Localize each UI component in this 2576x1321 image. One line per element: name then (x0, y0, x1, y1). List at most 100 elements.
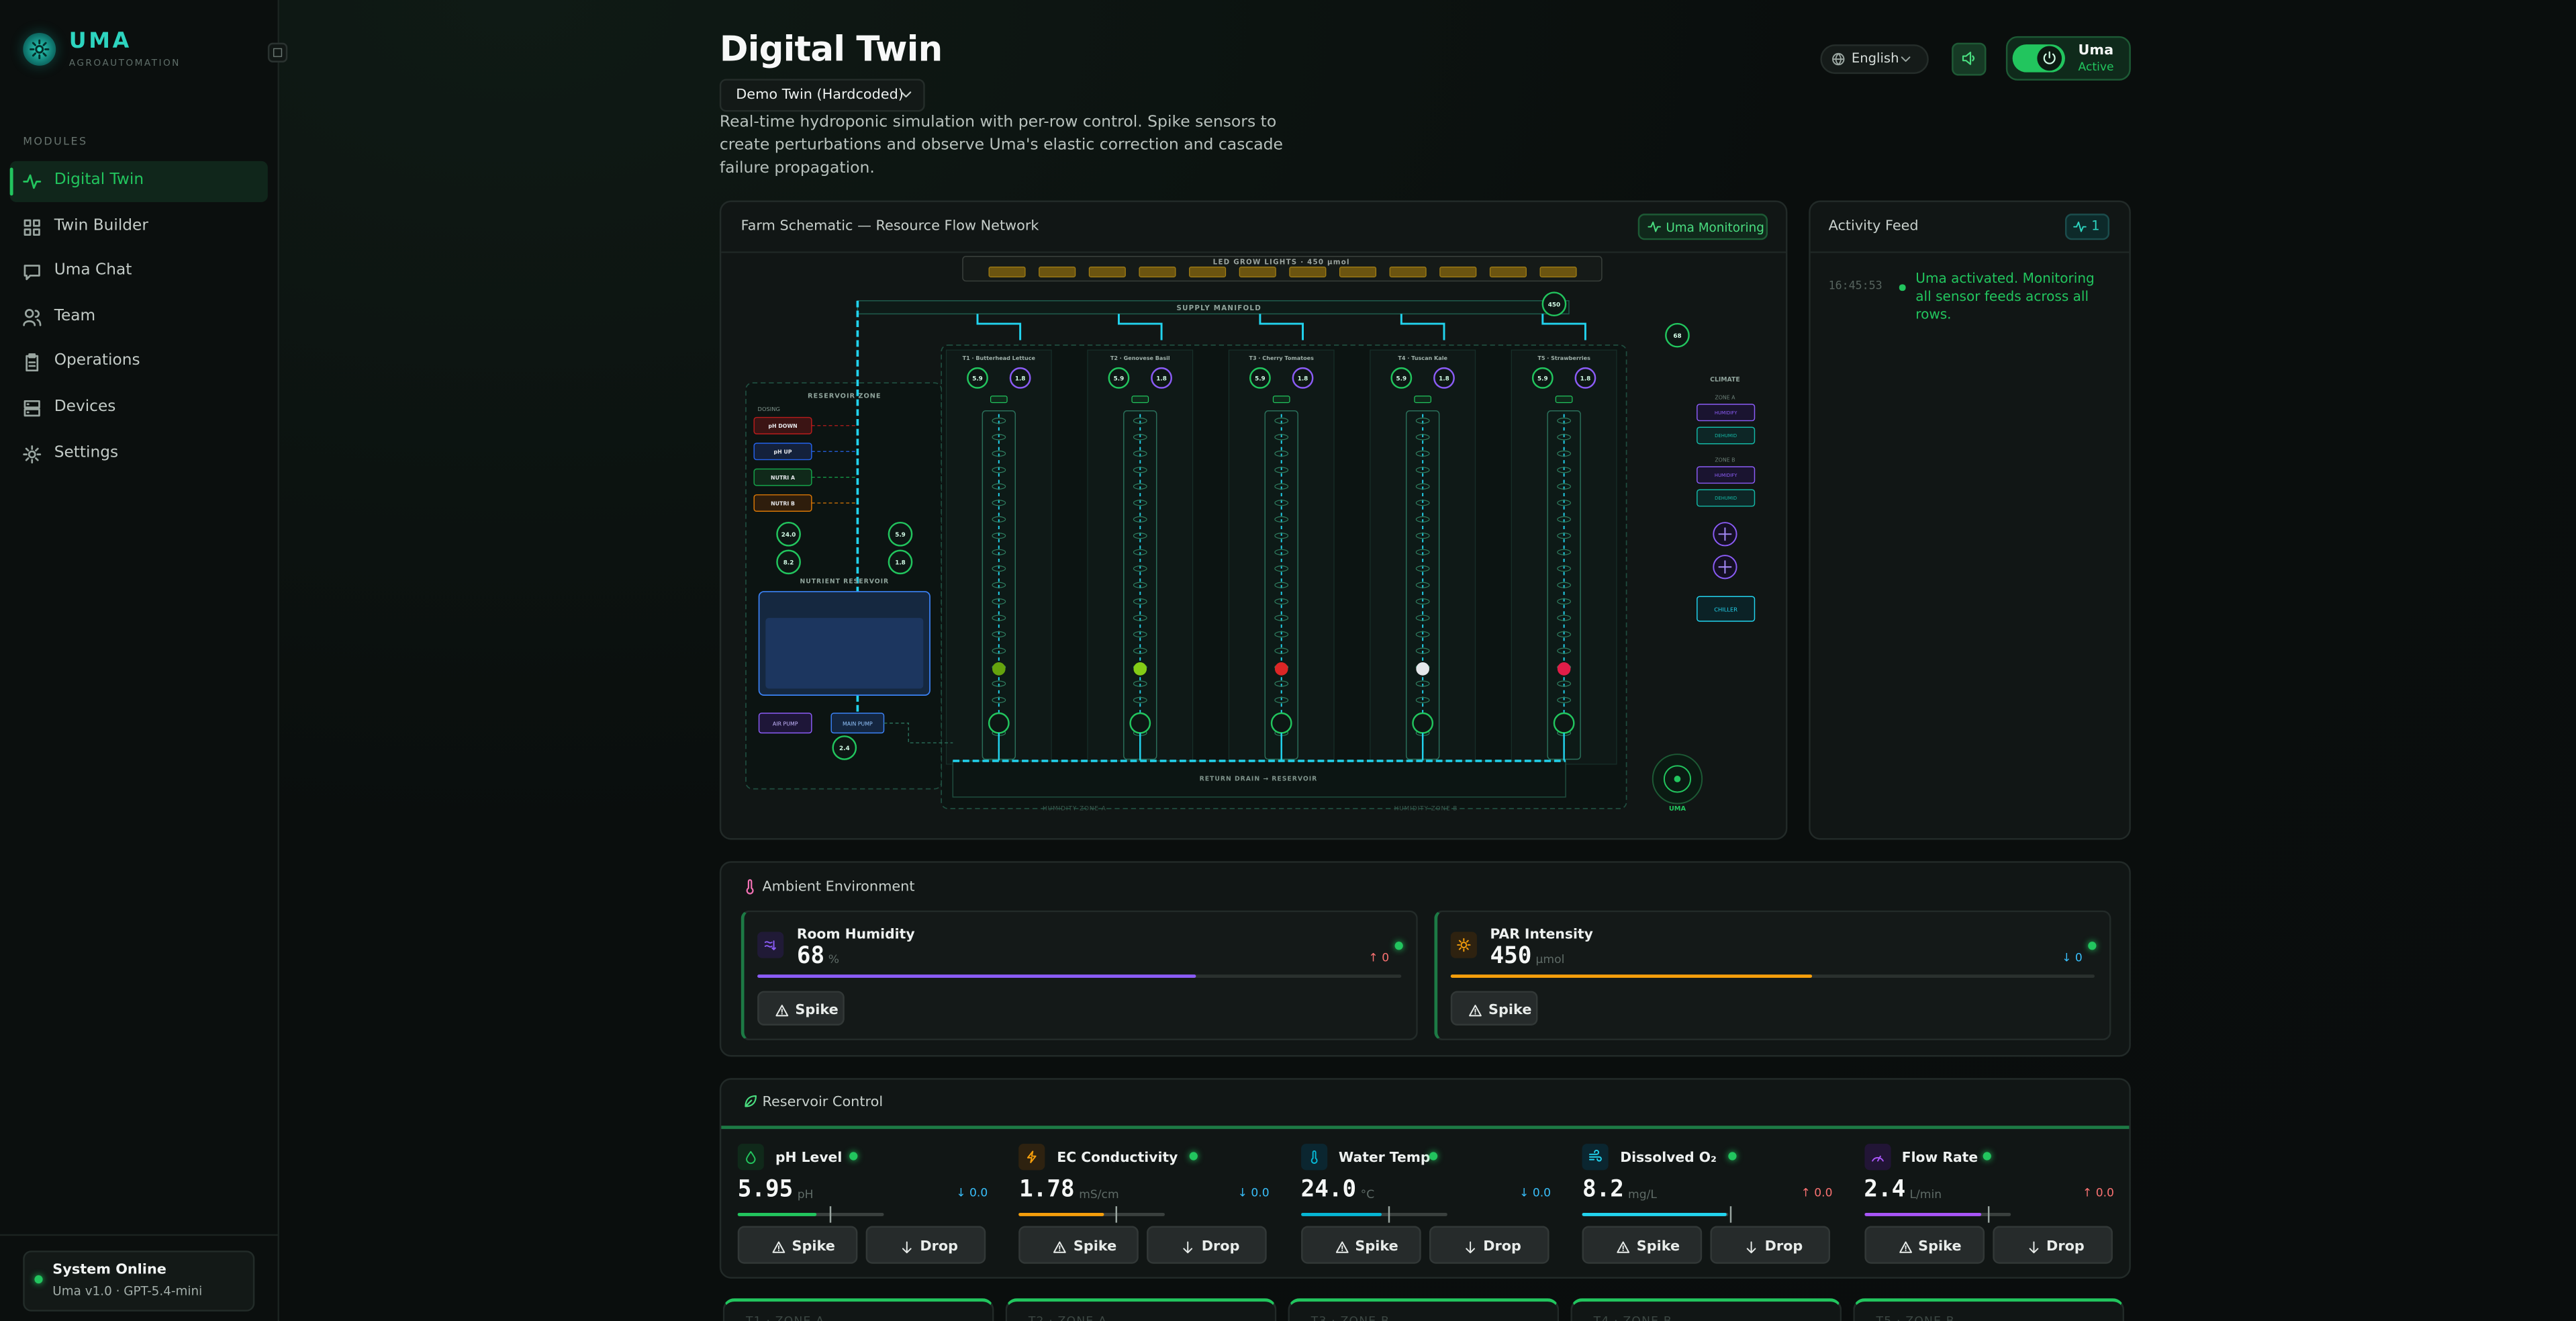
row-plant-slot (1557, 582, 1572, 588)
twin-select[interactable] (719, 79, 925, 112)
spike-label[interactable]: Spike (1918, 1238, 1962, 1255)
sound-button[interactable] (1952, 42, 1987, 76)
drop-label[interactable]: Drop (1764, 1238, 1803, 1255)
spike-label[interactable]: Spike (1488, 1001, 1532, 1018)
row-plant-slot (1133, 417, 1147, 424)
row-plant-slot (1415, 500, 1430, 506)
row-plant-slot (1415, 696, 1430, 703)
drop-label[interactable]: Drop (1483, 1238, 1521, 1255)
par-sensor (1541, 291, 1567, 317)
tank-water (765, 618, 924, 689)
icon-shape (1335, 1240, 1349, 1252)
sidebar-divider (0, 1234, 280, 1236)
spike-icon (775, 1003, 789, 1016)
spike-button[interactable]: Spike (1582, 1226, 1703, 1264)
spike-button[interactable]: Spike (757, 991, 845, 1026)
row-ec-sensor (1292, 367, 1314, 389)
icon-shape (1310, 1150, 1318, 1164)
nav-label[interactable]: Twin Builder (54, 216, 148, 234)
led-light (1339, 267, 1377, 277)
led-light (1289, 267, 1327, 277)
manifold-branch (976, 314, 1022, 340)
row-valve (1131, 396, 1149, 404)
nav-label[interactable]: Settings (54, 443, 119, 461)
row-ph-sensor (967, 367, 988, 389)
row-plant-slot (1133, 549, 1147, 555)
ambient-card-delta: ↑ 0 (1368, 951, 1390, 965)
drop-button[interactable]: Drop (1429, 1226, 1549, 1264)
row-plant (1274, 662, 1288, 676)
spike-label[interactable]: Spike (795, 1001, 839, 1018)
nav-item[interactable] (10, 252, 268, 293)
row-plant-slot (1557, 450, 1572, 457)
spike-button[interactable]: Spike (1450, 991, 1538, 1026)
spike-label[interactable]: Spike (792, 1238, 835, 1255)
spike-icon (1335, 1240, 1349, 1252)
spike-label[interactable]: Spike (1355, 1238, 1398, 1255)
spike-button[interactable]: Spike (1019, 1226, 1139, 1264)
row-plant-slot (1133, 450, 1147, 457)
spike-label[interactable]: Spike (1636, 1238, 1680, 1255)
flow-sensor (832, 735, 857, 760)
led-light (1439, 267, 1477, 277)
language-label[interactable]: English (1851, 50, 1899, 66)
spike-icon (1469, 1003, 1482, 1016)
drop-label[interactable]: Drop (920, 1238, 959, 1255)
nav-item[interactable] (10, 388, 268, 429)
nav-label[interactable]: Team (54, 307, 96, 326)
drop-button[interactable]: Drop (865, 1226, 986, 1264)
nav-icon (23, 265, 40, 281)
row-plant-slot (992, 533, 1006, 539)
row-plant-slot (1415, 549, 1430, 555)
spike-button[interactable]: Spike (1864, 1226, 1985, 1264)
collapse-button[interactable] (267, 42, 288, 62)
manifold-branch (1541, 314, 1586, 340)
spike-label[interactable]: Spike (1073, 1238, 1117, 1255)
sensor-setpoint (828, 1206, 831, 1223)
row-flow-sensor (1553, 712, 1575, 734)
nav-label[interactable]: Uma Chat (54, 261, 132, 280)
row-valve (1414, 396, 1432, 404)
ambient-card-delta: ↓ 0 (2062, 951, 2083, 965)
row-plant-slot (1133, 516, 1147, 522)
row-valve (1555, 396, 1573, 404)
event-time: 16:45:53 (1828, 279, 1882, 293)
row-plant-slot (1557, 467, 1572, 473)
sensor-value: 2.4 (1864, 1177, 1906, 1203)
spike-button[interactable]: Spike (1300, 1226, 1421, 1264)
spike-button[interactable]: Spike (737, 1226, 858, 1264)
sensor-unit: pH (797, 1188, 814, 1201)
row-plant-slot (1274, 680, 1289, 687)
drop-button[interactable]: Drop (1147, 1226, 1268, 1264)
drop-label[interactable]: Drop (2046, 1238, 2085, 1255)
icon-shape (772, 1240, 785, 1252)
drop-button[interactable]: Drop (1710, 1226, 1831, 1264)
row-plant-slot (1557, 516, 1572, 522)
twin-select-chevron (900, 91, 912, 98)
agent-state: Active (2078, 60, 2114, 75)
nav-item[interactable] (10, 433, 268, 474)
row-plant (1133, 662, 1147, 676)
toggle-power (2043, 51, 2056, 64)
twin-select-label[interactable]: Demo Twin (Hardcoded) (736, 87, 904, 104)
chiller (1697, 596, 1756, 622)
row-plant-slot (992, 565, 1006, 572)
nav-item[interactable] (9, 161, 268, 202)
row-plant-slot (1133, 598, 1147, 605)
climate-unit-label: DEHUMID (1715, 496, 1737, 501)
nav-label[interactable]: Digital Twin (54, 171, 144, 189)
nav-label[interactable]: Devices (54, 398, 116, 416)
zone-card (722, 1298, 994, 1321)
nav-label[interactable]: Operations (54, 352, 140, 371)
zone-card (1570, 1298, 1842, 1321)
drop-label[interactable]: Drop (1201, 1238, 1240, 1255)
farm-schematic: LED GROW LIGHTS · 450 µmol SUPPLY MANIFOL… (745, 256, 1756, 813)
row-plant-slot (1415, 582, 1430, 588)
icon-shape (900, 91, 912, 98)
ambient-card-fill (757, 974, 1196, 978)
drop-button[interactable]: Drop (1992, 1226, 2112, 1264)
sensor-dot (1190, 1152, 1198, 1160)
sensor-icon (1589, 1150, 1603, 1162)
nav-item[interactable] (10, 297, 268, 338)
row-plant-slot (1133, 614, 1147, 621)
